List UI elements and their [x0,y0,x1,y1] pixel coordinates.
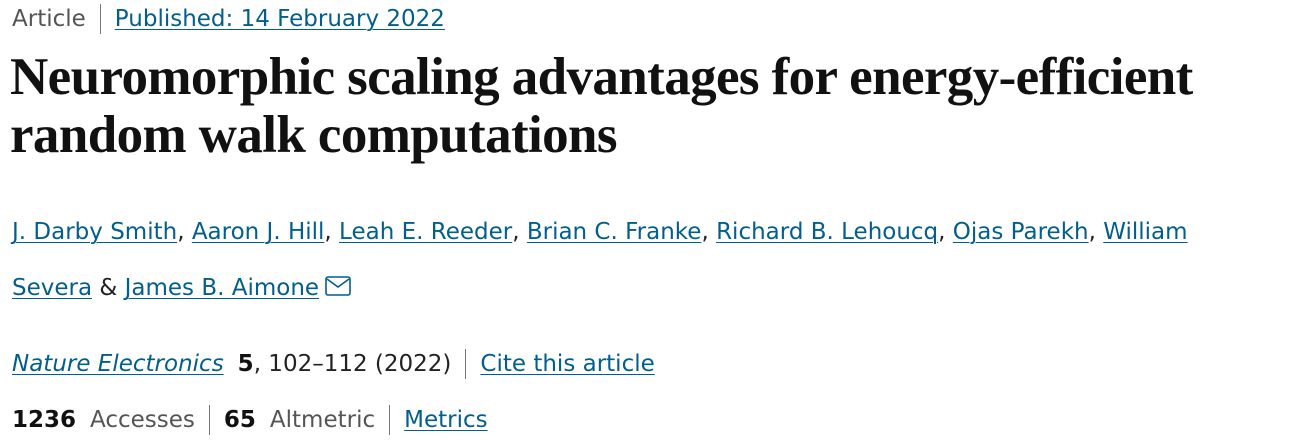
article-type: Article [12,6,86,32]
author-separator: , [324,219,340,245]
pages: , 102–112 (2022) [253,351,452,377]
author-link[interactable]: J. Darby Smith [12,219,178,245]
citation: Nature Electronics 5 , 102–112 (2022) Ci… [12,346,655,382]
author-separator: , [938,219,953,245]
author-link[interactable]: Aaron J. Hill [191,219,325,245]
author-link[interactable]: Brian C. Franke [526,219,702,245]
accesses-label: Accesses [90,407,195,433]
author-separator: , [701,219,717,245]
divider [208,405,210,435]
published-date[interactable]: Published: 14 February 2022 [114,6,445,32]
author-link[interactable]: William Severa [12,219,1188,301]
metrics-link[interactable]: Metrics [404,407,488,433]
author-link[interactable]: Richard B. Lehoucq [716,219,939,245]
altmetric-label: Altmetric [269,407,376,433]
envelope [325,276,351,296]
altmetric-count: 65 [223,407,256,433]
metrics: 1236 Accesses 65 Altmetric Metrics [12,402,488,438]
cite-link[interactable]: Cite this article [480,351,655,377]
author-link[interactable]: Ojas Parekh [952,219,1089,245]
accesses-count: 1236 [12,407,77,433]
journal-link[interactable]: Nature Electronics [12,351,224,377]
divider [389,405,391,435]
volume: 5 [237,351,254,377]
article-title: Neuromorphic scaling advantages for ener… [10,48,1193,164]
author-separator: , [512,219,527,245]
email-icon[interactable] [325,276,351,296]
article-meta: Article Published: 14 February 2022 [12,2,445,36]
author-list: J. Darby Smith, Aaron J. Hill, Leah E. R… [12,204,1262,316]
author-separator: , [177,219,192,245]
author-link[interactable]: James B. Aimone [124,275,320,301]
author-separator: , [1088,219,1104,245]
divider [99,4,101,34]
envelope-flap [326,278,350,288]
divider [465,349,467,379]
author-link[interactable]: Leah E. Reeder [339,219,513,245]
author-conjunction: & [99,275,118,301]
